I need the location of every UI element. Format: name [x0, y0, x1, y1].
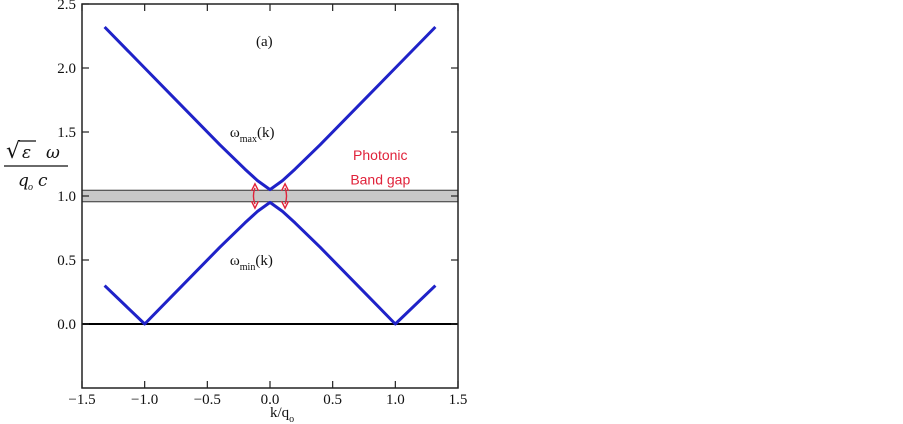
- y-tick-label: 1.5: [57, 125, 76, 141]
- omega-max-sub: max: [240, 134, 257, 145]
- omega-max-label: ωmax(k): [230, 125, 275, 145]
- series-omega-min: [103, 200, 437, 326]
- x-tick-label: −1.5: [68, 392, 95, 408]
- x-tick-label: 1.5: [449, 392, 468, 408]
- gap-arrow-shaft: [252, 187, 256, 205]
- x-tick-label: −1.0: [131, 392, 158, 408]
- x-axis-label-sub: o: [289, 414, 294, 424]
- x-tick-label: 0.0: [261, 392, 280, 408]
- band-gap-label: Band gap: [350, 171, 410, 187]
- gap-arrow-head-bottom: [280, 200, 290, 210]
- x-tick-label: −0.5: [194, 392, 221, 408]
- photonic-label: Photonic: [353, 147, 407, 163]
- series-omega-max: [103, 25, 437, 192]
- omega-max-symbol: ω: [230, 125, 240, 141]
- y-tick-label: 2.5: [57, 0, 76, 13]
- y-label-q: q: [18, 171, 29, 191]
- y-axis-label: √ ε ω q o c: [4, 139, 68, 193]
- y-tick-label: 0.0: [57, 317, 76, 333]
- y-label-q-sub: o: [28, 182, 33, 193]
- gap-arrow-head-top: [280, 182, 290, 192]
- y-tick-label: 1.0: [57, 189, 76, 205]
- omega-min-suffix: (k): [255, 253, 272, 269]
- gap-arrow: [250, 182, 260, 210]
- gap-arrow-shaft: [284, 187, 288, 205]
- y-tick-label: 0.5: [57, 253, 76, 269]
- x-tick-label: 0.5: [323, 392, 342, 408]
- gap-arrow-head-top: [250, 182, 260, 192]
- y-tick-label: 2.0: [57, 61, 76, 77]
- panel-label: (a): [256, 34, 273, 50]
- omega-max-suffix: (k): [257, 125, 275, 141]
- x-tick-label: 1.0: [386, 392, 405, 408]
- gap-arrow-head-bottom: [250, 200, 260, 210]
- band-gap-region: [81, 189, 459, 203]
- x-axis-label: k/qo: [270, 405, 294, 424]
- gap-arrow: [280, 182, 290, 210]
- y-label-epsilon: ε: [22, 143, 31, 163]
- omega-min-symbol: ω: [230, 253, 240, 269]
- x-axis-label-main: k/q: [270, 405, 290, 421]
- omega-min-sub: min: [240, 262, 256, 273]
- y-label-c: c: [38, 171, 48, 191]
- omega-min-label: ωmin(k): [230, 253, 273, 273]
- y-label-omega: ω: [46, 143, 60, 163]
- y-label-sqrt: √: [6, 139, 21, 164]
